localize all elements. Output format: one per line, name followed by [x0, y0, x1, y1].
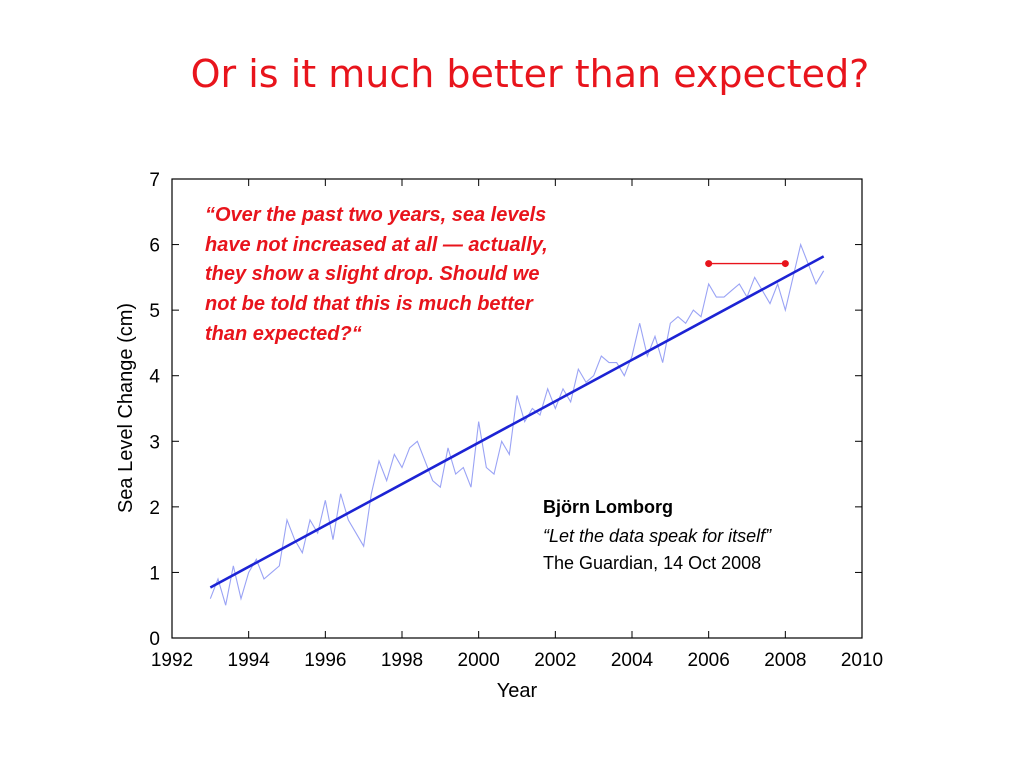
axis-ticks	[171, 178, 863, 639]
y-tick-label: 4	[149, 367, 160, 388]
x-tick-label: 2006	[688, 650, 730, 671]
highlight-start-marker	[705, 260, 713, 268]
y-axis-title: Sea Level Change (cm)	[115, 303, 137, 513]
x-tick-label: 2008	[764, 650, 806, 671]
quote-line: “Over the past two years, sea levels	[205, 204, 546, 226]
x-tick-label: 1992	[151, 650, 193, 671]
quote-line: not be told that this is much better	[205, 293, 534, 315]
y-tick-label: 2	[149, 498, 160, 519]
slide-title: Or is it much better than expected?	[190, 52, 870, 96]
quote-annotation: “Over the past two years, sea levels hav…	[205, 204, 548, 345]
y-tick-label: 1	[149, 563, 160, 584]
x-axis-title: Year	[497, 680, 538, 702]
y-tick-label: 0	[149, 629, 160, 650]
quote-line: than expected?“	[205, 323, 362, 345]
quote-line: they show a slight drop. Should we	[205, 263, 539, 285]
highlight-end-marker	[781, 260, 789, 268]
x-tick-label: 2000	[458, 650, 500, 671]
y-tick-label: 3	[149, 432, 160, 453]
trend-line	[209, 255, 825, 589]
attribution-author: Björn Lomborg	[543, 497, 673, 517]
x-tick-label: 2004	[611, 650, 654, 671]
x-tick-labels: 1992 1994 1996 1998 2000 2002 2004 2006 2008 2010	[151, 650, 883, 671]
attribution-annotation: Björn Lomborg “Let the data speak for it…	[543, 497, 772, 573]
x-tick-label: 2002	[534, 650, 576, 671]
y-tick-label: 7	[149, 170, 160, 191]
x-tick-label: 1996	[304, 650, 346, 671]
x-tick-label: 1998	[381, 650, 423, 671]
y-tick-label: 5	[149, 301, 160, 322]
x-tick-label: 1994	[228, 650, 271, 671]
plot-frame	[171, 178, 863, 639]
y-tick-label: 6	[149, 236, 160, 257]
quote-line: have not increased at all — actually,	[205, 234, 548, 256]
observed-sea-level-line	[209, 242, 825, 606]
y-tick-labels: 0 1 2 3 4 5 6 7	[149, 170, 160, 650]
attribution-article: “Let the data speak for itself”	[543, 526, 772, 546]
x-tick-label: 2010	[841, 650, 883, 671]
attribution-source: The Guardian, 14 Oct 2008	[543, 553, 761, 573]
